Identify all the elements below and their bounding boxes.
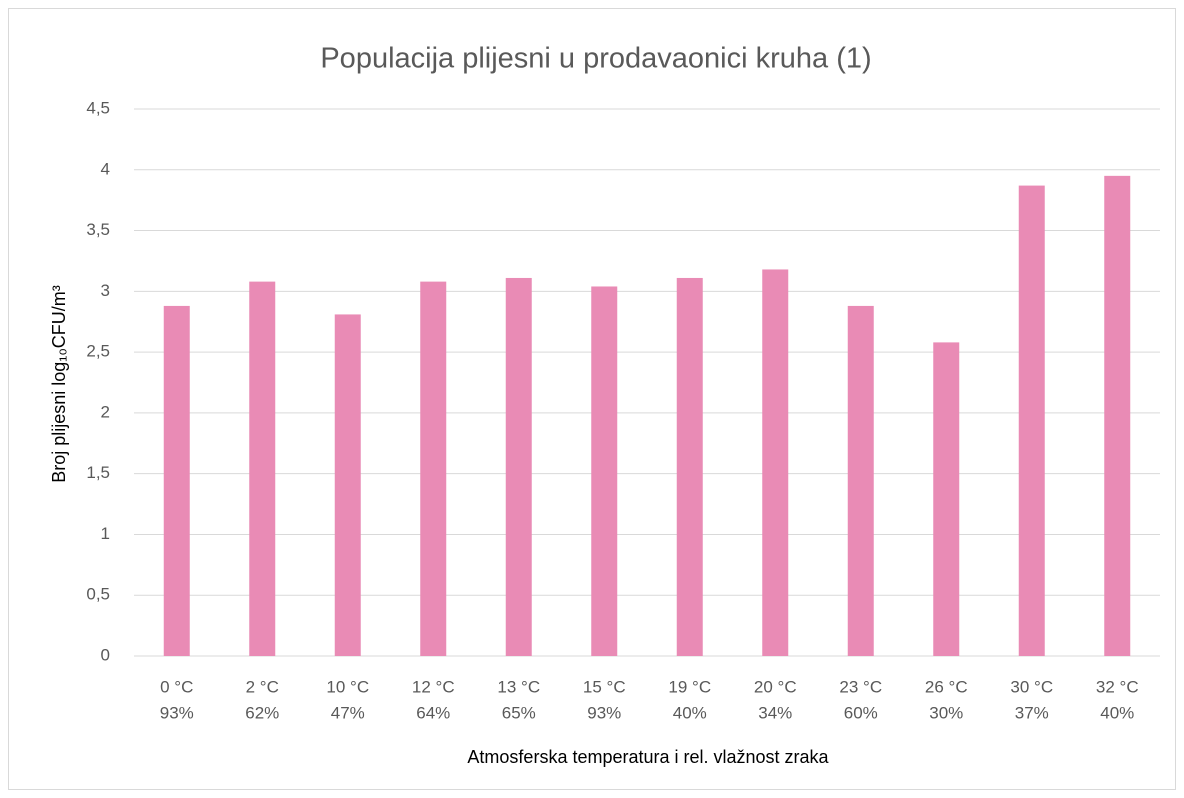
x-tick-label: 64% (416, 703, 450, 722)
x-tick-label: 40% (673, 703, 707, 722)
x-tick-label: 15 °C (583, 677, 626, 696)
bar (1018, 185, 1045, 656)
x-tick-label: 30 °C (1010, 677, 1053, 696)
x-tick-label: 30% (929, 703, 963, 722)
y-tick-label: 1,5 (86, 463, 110, 482)
bar (591, 286, 618, 656)
y-tick-label: 4,5 (86, 98, 110, 117)
x-tick-label: 34% (758, 703, 792, 722)
x-tick-label: 12 °C (412, 677, 455, 696)
bar (249, 281, 276, 656)
y-tick-label: 3,5 (86, 220, 110, 239)
x-tick-label: 62% (245, 703, 279, 722)
x-tick-label: 65% (502, 703, 536, 722)
x-tick-label: 93% (160, 703, 194, 722)
x-tick-label: 23 °C (839, 677, 882, 696)
bar (847, 305, 874, 656)
bar (762, 269, 789, 656)
x-tick-label: 2 °C (246, 677, 279, 696)
x-tick-label: 37% (1015, 703, 1049, 722)
x-tick-label: 93% (587, 703, 621, 722)
x-tick-label: 19 °C (668, 677, 711, 696)
bar (505, 277, 532, 656)
bar (334, 314, 361, 656)
x-tick-label: 13 °C (497, 677, 540, 696)
x-tick-label: 0 °C (160, 677, 193, 696)
x-tick-label: 10 °C (326, 677, 369, 696)
x-tick-label: 32 °C (1096, 677, 1139, 696)
y-tick-label: 3 (101, 281, 110, 300)
y-tick-label: 2 (101, 402, 110, 421)
y-tick-label: 4 (101, 159, 110, 178)
x-tick-label: 60% (844, 703, 878, 722)
y-tick-label: 0 (101, 645, 110, 664)
y-tick-label: 2,5 (86, 342, 110, 361)
x-tick-label: 26 °C (925, 677, 968, 696)
chart-title: Populacija plijesni u prodavaonici kruha… (320, 43, 871, 75)
x-tick-label: 40% (1100, 703, 1134, 722)
bar (1104, 175, 1131, 656)
bar (933, 342, 960, 656)
x-tick-label: 47% (331, 703, 365, 722)
x-axis-title: Atmosferska temperatura i rel. vlažnost … (467, 747, 829, 767)
y-tick-label: 1 (101, 524, 110, 543)
y-axis-title: Broj plijesni log₁₀CFU/m³ (49, 285, 69, 483)
y-tick-label: 0,5 (86, 585, 110, 604)
x-tick-label: 20 °C (754, 677, 797, 696)
bar (420, 281, 447, 656)
bar (676, 277, 703, 656)
bar (163, 305, 190, 656)
